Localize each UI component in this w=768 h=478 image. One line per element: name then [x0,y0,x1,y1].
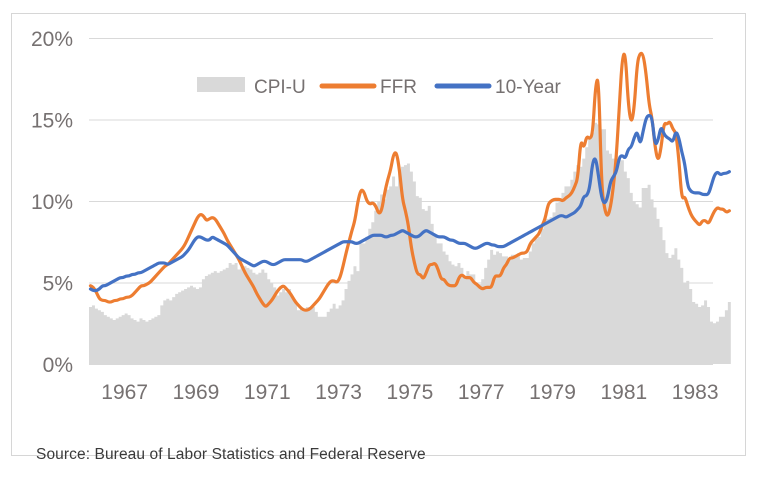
x-tick-label-1983: 1983 [672,381,719,404]
y-tick-label-0%: 0% [43,354,73,377]
series-line-10-year [88,113,731,293]
x-tick-label-1975: 1975 [387,381,434,404]
y-axis-tick-labels: 0% 5% 10% 15% 20% [31,28,73,377]
x-tick-label-1981: 1981 [600,381,647,404]
y-tick-label-10%: 10% [31,191,73,214]
chart-plot: 0%5%10%15%20% 1967 1969 1971 1973 1975 1977 19… [31,28,731,404]
data-series-layer [88,51,731,364]
x-tick-label-1973: 1973 [315,381,362,404]
x-tick-label-1971: 1971 [244,381,291,404]
y-tick-label-20%: 20% [31,28,73,51]
legend-label-ffr: FFR [380,77,417,98]
legend-label-10-year: 10-Year [495,77,562,98]
y-tick-label-15%: 15% [31,110,73,133]
x-tick-label-1969: 1969 [173,381,220,404]
x-tick-label-1977: 1977 [458,381,505,404]
series-line-ffr [88,51,731,312]
chart-legend: CPI-U FFR 10-Year [197,77,562,98]
y-tick-label-5%: 5% [43,273,73,296]
x-tick-label-1979: 1979 [529,381,576,404]
x-tick-label-1967: 1967 [101,381,148,404]
chart-frame: 0% 5% 10% 15% 20% 1967 1969 1971 1973 1975 1977 19… [11,13,746,463]
x-axis-tick-labels: 1967 1969 1971 1973 1975 1977 1979 1981 1983 [101,381,718,404]
source-note: Source: Bureau of Labor Statistics and F… [36,446,426,463]
legend-swatch-cpi-u [197,77,245,92]
legend-label-cpi-u: CPI-U [254,77,306,98]
